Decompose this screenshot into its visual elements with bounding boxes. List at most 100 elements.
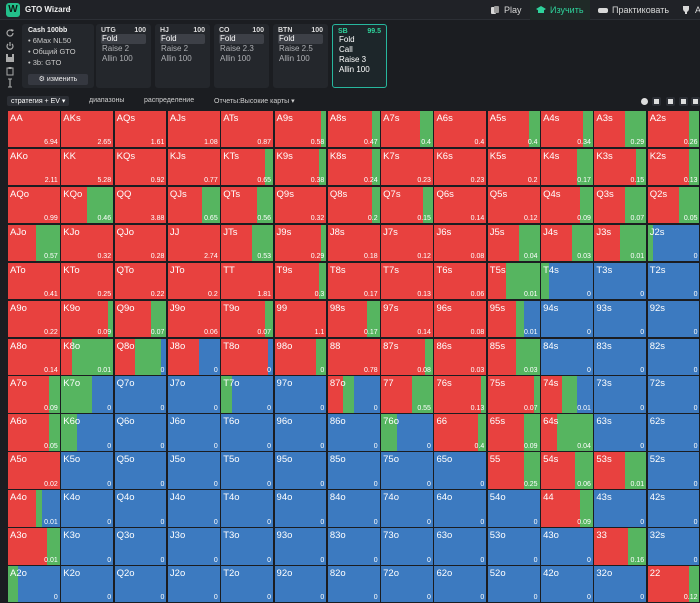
hand-cell[interactable]: A6s 0.4 (433, 110, 488, 149)
hand-cell[interactable]: KQs 0.92 (113, 147, 168, 187)
hand-cell[interactable]: A4o 0.01 (7, 489, 61, 528)
action-allin-100[interactable]: Allin 100 (339, 65, 370, 74)
view-toggle[interactable] (691, 97, 700, 106)
hand-cell[interactable]: 82s 0 (646, 337, 700, 376)
hand-cell[interactable]: 76s 0.13 (433, 375, 488, 414)
hand-cell[interactable]: KQo 0.46 (60, 185, 115, 225)
hand-cell[interactable]: Q9s 0.32 (273, 185, 328, 225)
hand-cell[interactable]: QTo 0.22 (113, 261, 168, 301)
hand-cell[interactable]: Q4o 0 (113, 489, 168, 528)
hand-cell[interactable]: JTs 0.53 (220, 223, 275, 263)
hand-cell[interactable]: T3s 0 (593, 261, 648, 301)
action-allin-100[interactable]: Allin 100 (102, 54, 133, 63)
action-fold[interactable]: Fold (339, 35, 355, 44)
hand-cell[interactable]: 94o 0 (273, 489, 328, 528)
action-fold[interactable]: Fold (219, 34, 264, 44)
hand-cell[interactable]: 33 0.16 (593, 527, 648, 566)
hand-cell[interactable]: J6s 0.08 (433, 223, 488, 263)
hand-cell[interactable]: KTs 0.65 (220, 147, 275, 187)
position-panel-utg[interactable]: UTG 100 Fold Raise 2 Allin 100 (96, 24, 151, 88)
hand-cell[interactable]: 85o 0 (326, 451, 381, 490)
hand-cell[interactable]: AQo 0.99 (7, 185, 61, 225)
hand-cell[interactable]: 95o 0 (273, 451, 328, 490)
nav-more[interactable]: А (675, 0, 700, 20)
hand-cell[interactable]: A6o 0.05 (7, 413, 61, 452)
hand-cell[interactable]: JTo 0.2 (166, 261, 221, 301)
config-panel[interactable]: Cash 100bb • 6Max NL50 • Общий GTO • 3b:… (22, 24, 94, 88)
hand-cell[interactable]: Q3s 0.07 (593, 185, 648, 225)
hand-cell[interactable]: 74s 0.01 (540, 375, 594, 414)
hand-cell[interactable]: 66 0.4 (433, 413, 488, 452)
hand-cell[interactable]: 73s 0 (593, 375, 648, 414)
hand-cell[interactable]: KTo 0.25 (60, 261, 115, 301)
hand-cell[interactable]: 55 0.25 (486, 451, 541, 490)
hand-cell[interactable]: AKo 2.11 (7, 147, 61, 187)
hand-cell[interactable]: T7o 0 (220, 375, 275, 414)
hand-cell[interactable]: J8s 0.18 (326, 223, 381, 263)
hand-cell[interactable]: A3o 0.01 (7, 527, 61, 566)
hand-cell[interactable]: 83s 0 (593, 337, 648, 376)
hand-cell[interactable]: 32s 0 (646, 527, 700, 566)
hand-cell[interactable]: 53o 0 (486, 527, 541, 566)
hand-cell[interactable]: A8o 0.14 (7, 337, 61, 376)
hand-cell[interactable]: T9s 0.3 (273, 261, 328, 301)
hand-cell[interactable]: Q6s 0.14 (433, 185, 488, 225)
hand-cell[interactable]: T8s 0.17 (326, 261, 381, 301)
hand-cell[interactable]: 98o 0 (273, 337, 328, 376)
hand-cell[interactable]: J7s 0.12 (380, 223, 434, 263)
hand-cell[interactable]: Q6o 0 (113, 413, 168, 452)
hand-cell[interactable]: KJo 0.32 (60, 223, 115, 263)
hand-cell[interactable]: 54s 0.06 (540, 451, 594, 490)
save-icon[interactable] (5, 53, 15, 63)
hand-cell[interactable]: Q9o 0.07 (113, 299, 168, 339)
hand-cell[interactable]: 96s 0.08 (433, 299, 488, 339)
hand-cell[interactable]: Q8o 0 (113, 337, 168, 376)
hand-cell[interactable]: K4s 0.17 (540, 147, 594, 187)
hand-cell[interactable]: 72o 0 (380, 565, 434, 603)
hand-cell[interactable]: AKs 2.65 (60, 110, 115, 149)
hand-cell[interactable]: ATo 0.41 (7, 261, 61, 301)
hand-cell[interactable]: K8s 0.24 (326, 147, 381, 187)
hand-cell[interactable]: K4o 0 (60, 489, 115, 528)
hand-cell[interactable]: T4s 0 (540, 261, 594, 301)
hand-cell[interactable]: 93s 0 (593, 299, 648, 339)
hand-cell[interactable]: K6o 0 (60, 413, 115, 452)
hand-cell[interactable]: K8o 0.01 (60, 337, 115, 376)
hand-cell[interactable]: 52s 0 (646, 451, 700, 490)
hand-cell[interactable]: 74o 0 (380, 489, 434, 528)
hand-cell[interactable]: 92s 0 (646, 299, 700, 339)
tab-strategy-ev[interactable]: стратегия + EV ▾ (7, 96, 70, 106)
hand-cell[interactable]: A9o 0.22 (7, 299, 61, 339)
text-cursor-icon[interactable] (5, 78, 15, 88)
hand-cell[interactable]: K9o 0.09 (60, 299, 115, 339)
action-raise-3[interactable]: Raise 3 (339, 55, 367, 64)
hand-cell[interactable]: 64s 0.04 (540, 413, 594, 452)
action-allin-100[interactable]: Allin 100 (279, 54, 310, 63)
hand-cell[interactable]: Q4s 0.09 (540, 185, 594, 225)
hand-cell[interactable]: K7o 0 (60, 375, 115, 414)
hand-cell[interactable]: J3o 0 (166, 527, 221, 566)
hand-cell[interactable]: 82o 0 (326, 565, 381, 603)
hand-cell[interactable]: 63o 0 (433, 527, 488, 566)
hand-cell[interactable]: A2s 0.26 (646, 110, 700, 149)
clipboard-icon[interactable] (5, 66, 15, 76)
hand-cell[interactable]: Q5o 0 (113, 451, 168, 490)
hand-cell[interactable]: ATs 0.87 (220, 110, 275, 149)
hand-cell[interactable]: 65o 0 (433, 451, 488, 490)
hand-cell[interactable]: 75o 0 (380, 451, 434, 490)
hand-cell[interactable]: T6s 0.06 (433, 261, 488, 301)
hand-cell[interactable]: 65s 0.09 (486, 413, 541, 452)
hand-cell[interactable]: K5o 0 (60, 451, 115, 490)
action-fold[interactable]: Fold (278, 34, 323, 44)
nav-play[interactable]: Play (484, 0, 528, 20)
action-raise-2[interactable]: Raise 2 (102, 44, 130, 53)
hand-cell[interactable]: K2s 0.13 (646, 147, 700, 187)
action-raise-2-3[interactable]: Raise 2.3 (220, 44, 254, 53)
hand-cell[interactable]: 84s 0 (540, 337, 594, 376)
position-panel-hj[interactable]: HJ 100 Fold Raise 2 Allin 100 (155, 24, 210, 88)
hand-cell[interactable]: K6s 0.23 (433, 147, 488, 187)
action-fold[interactable]: Fold (160, 34, 205, 44)
hand-cell[interactable]: K7s 0.23 (380, 147, 434, 187)
hand-cell[interactable]: 42s 0 (646, 489, 700, 528)
hand-cell[interactable]: 75s 0.07 (486, 375, 541, 414)
